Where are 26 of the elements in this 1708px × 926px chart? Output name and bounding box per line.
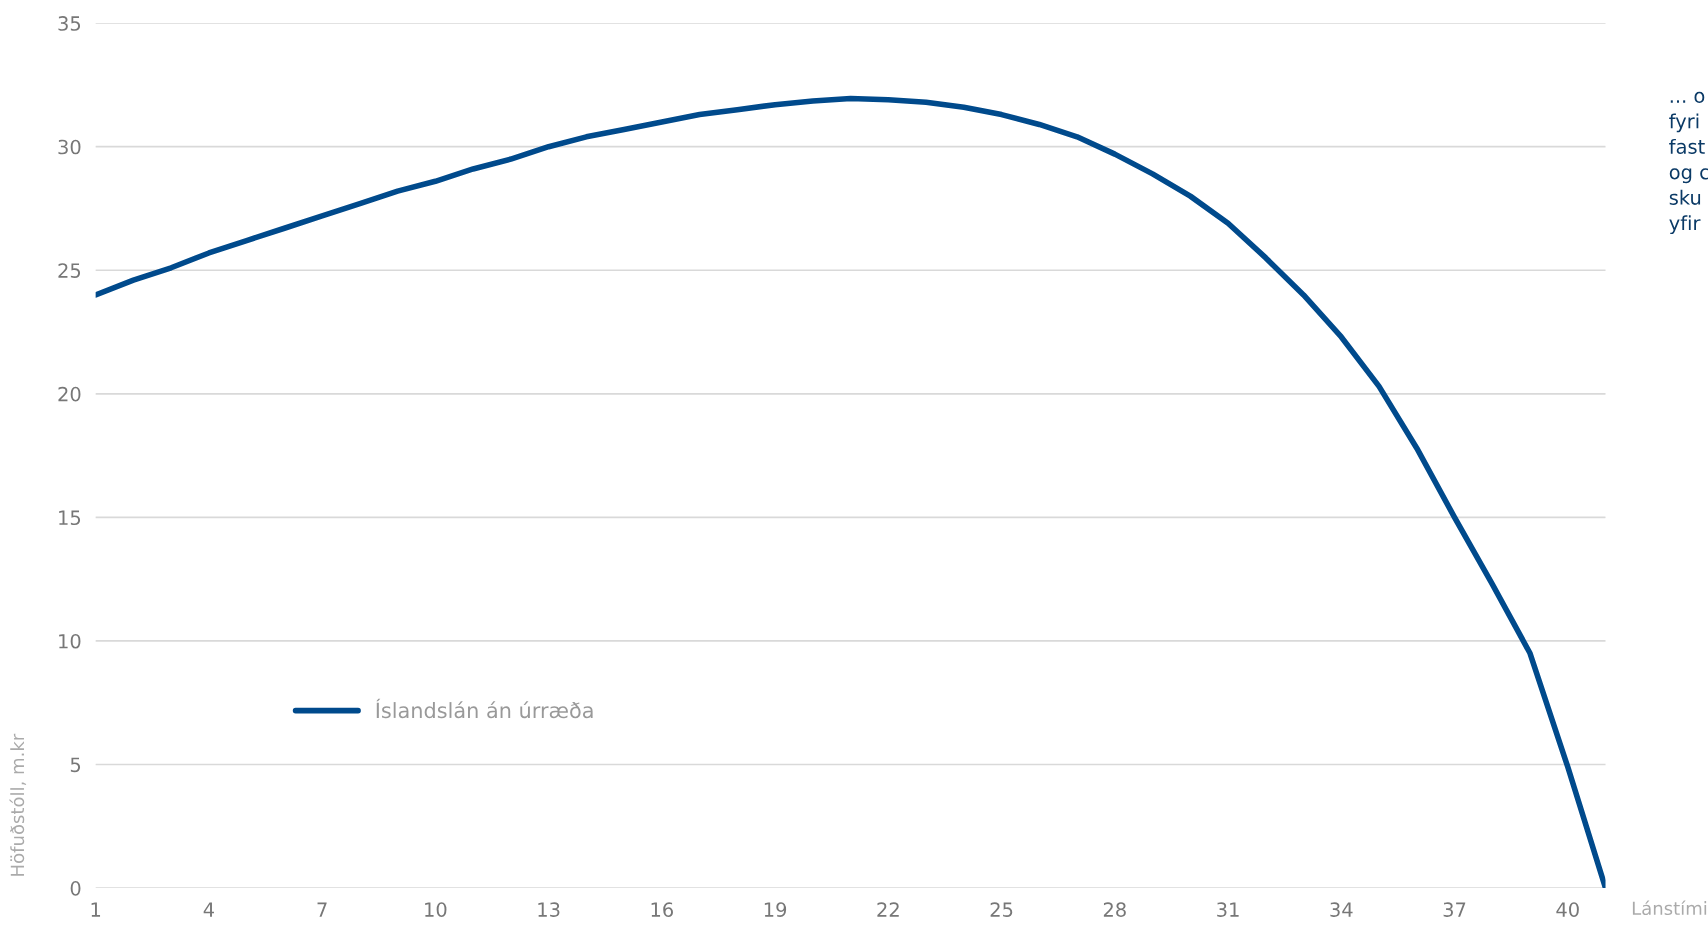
legend-label: Íslandslán án úrræða — [376, 698, 593, 719]
x-tick-label: 31 — [1217, 902, 1239, 917]
x-tick-label: 34 — [1330, 902, 1353, 917]
x-tick-label: 28 — [1103, 902, 1126, 917]
x-tick-label: 40 — [1556, 902, 1579, 917]
x-axis-title: Lánstími — [1632, 900, 1707, 916]
y-tick-label: 20 — [58, 386, 81, 402]
x-tick-label: 16 — [651, 902, 673, 917]
y-tick-label: 35 — [58, 16, 81, 31]
x-tick-label: 25 — [990, 902, 1013, 917]
y-tick-label: 30 — [58, 139, 81, 155]
text: ... o fyri fast og c sku yfir — [1669, 91, 1708, 235]
x-tick-label: 19 — [764, 902, 787, 917]
x-tick-label: 7 — [317, 902, 327, 917]
y-axis-title: Höfuðstóll, m.kr — [9, 733, 27, 876]
x-tick-label: 10 — [425, 902, 447, 917]
y-tick-label: 15 — [59, 510, 81, 526]
y-tick-label: 10 — [59, 633, 81, 649]
y-tick-label: 25 — [58, 263, 81, 278]
x-tick-label: 22 — [877, 902, 899, 917]
x-tick-label: 1 — [91, 902, 101, 917]
y-tick-label: 0 — [70, 880, 81, 896]
x-tick-label: 4 — [203, 902, 214, 917]
x-tick-label: 13 — [538, 902, 560, 917]
x-tick-label: 37 — [1443, 902, 1466, 917]
y-tick-label: 5 — [70, 757, 81, 773]
